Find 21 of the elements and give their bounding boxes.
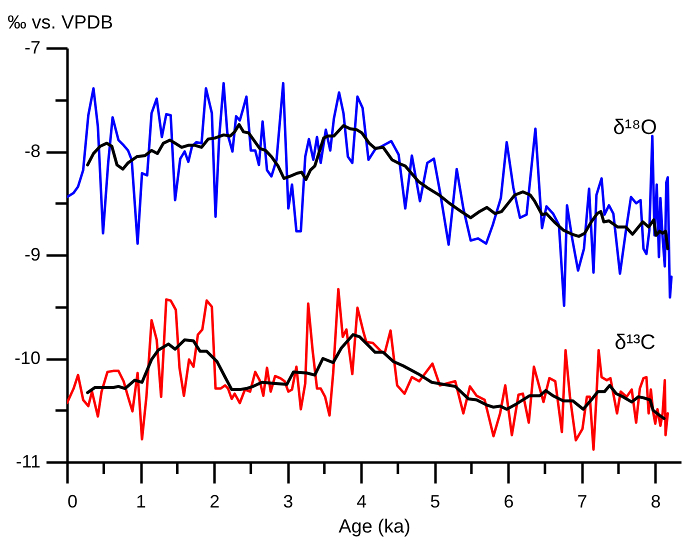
line-series [67,288,670,451]
x-tick-label: 2 [210,492,220,512]
annotation: δ¹³C [614,331,656,354]
line-series [67,82,673,307]
x-tick-label: 7 [577,492,588,512]
y-axis-title: ‰ vs. VPDB [8,12,114,34]
x-axis-title: Age (ka) [338,516,410,537]
x-tick-label: 3 [283,492,294,512]
x-tick-label: 1 [136,492,146,512]
x-tick-label: 6 [504,492,514,512]
x-tick-label: 8 [650,492,661,512]
line-series [86,333,666,420]
x-tick-label: 4 [356,492,367,512]
y-tick-label: -7 [24,38,40,58]
x-tick-label: 5 [430,492,440,512]
y-tick-label: -8 [24,141,40,161]
y-tick-label: -9 [24,244,40,264]
annotation: δ¹⁸O [613,116,657,139]
x-tick-label: 0 [68,492,78,512]
y-tick-label: -11 [16,452,40,472]
y-tick-label: -10 [14,348,40,368]
